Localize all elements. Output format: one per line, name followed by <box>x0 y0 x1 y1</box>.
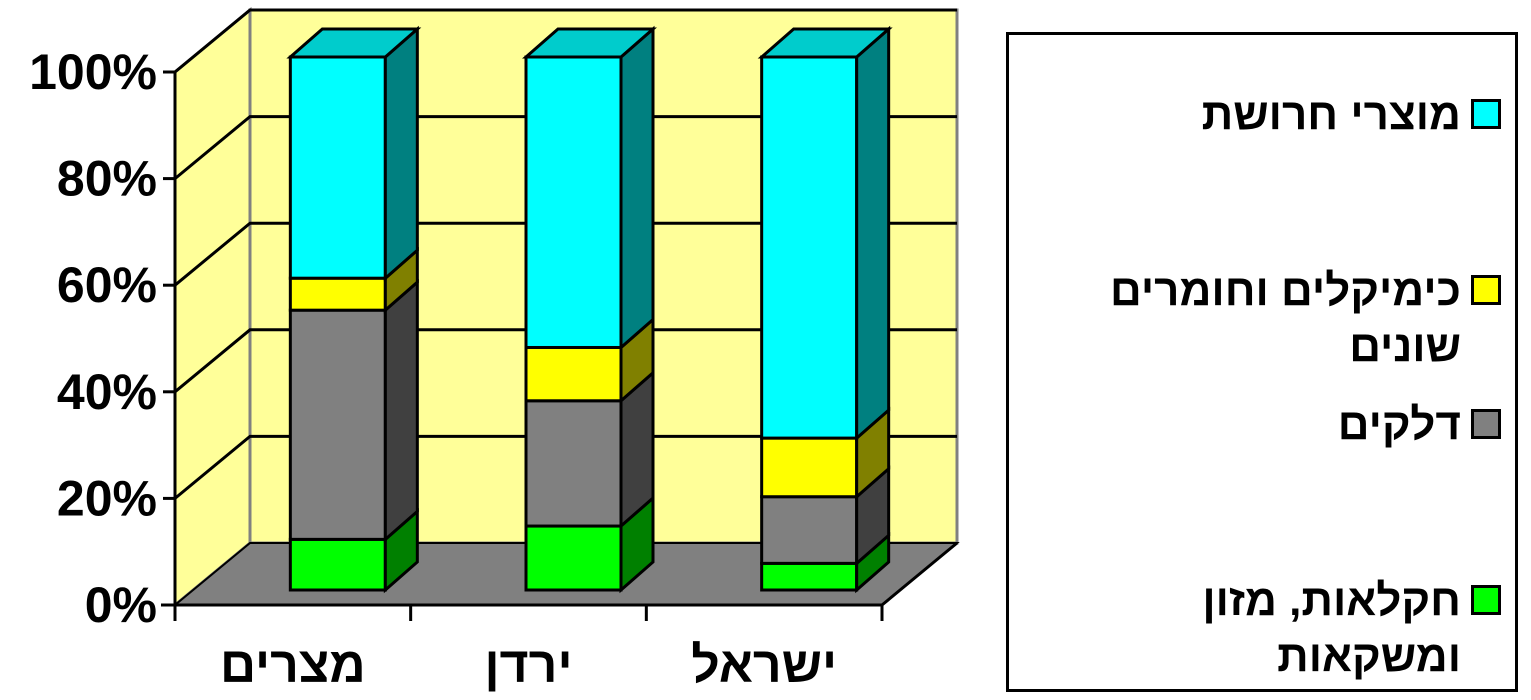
legend-item-agriculture: חקלאות, מזון ומשקאות <box>1041 573 1501 685</box>
category-label: ישראל <box>691 637 837 693</box>
legend-item-chemicals: כימיקלים וחומרים שונים <box>1041 263 1501 375</box>
y-tick-label: 100% <box>29 44 157 100</box>
category-label: ירדן <box>484 637 572 693</box>
bar-segment-side <box>383 25 419 282</box>
bar-segment-front <box>288 537 387 592</box>
bar-segment-front <box>524 399 623 528</box>
bar-segment-front <box>288 55 387 280</box>
gridline <box>174 221 957 287</box>
bar-segment-side <box>619 25 655 351</box>
bar-segment-side <box>383 278 419 543</box>
bar-segment-front <box>760 561 859 592</box>
bar-segment-front <box>288 276 387 312</box>
legend-swatch-agriculture <box>1471 585 1501 615</box>
stacked-bar-chart: מצרים ירדן ישראל 0% 20% 40% 60% 80% 100% <box>29 6 960 693</box>
legend-label-agriculture: חקלאות, מזון ומשקאות <box>1202 576 1461 681</box>
side-wall <box>173 6 252 609</box>
bar-segment-front <box>288 308 387 541</box>
legend-item-manufactured: מוצרי חרושת <box>1041 87 1501 143</box>
gridline <box>174 115 957 180</box>
legend-label-fuels: דלקים <box>1337 400 1461 449</box>
bar-top-face <box>522 27 657 59</box>
gridline <box>174 434 957 500</box>
y-tick-label: 80% <box>57 151 157 207</box>
bar-segment-side <box>855 25 891 442</box>
y-tick-label: 20% <box>57 470 157 526</box>
legend-swatch-manufactured <box>1471 99 1501 129</box>
legend: מוצרי חרושת כימיקלים וחומרים שונים דלקים… <box>1006 32 1518 692</box>
y-tick-label: 60% <box>57 257 157 313</box>
legend-label-manufactured: מוצרי חרושת <box>1201 90 1461 139</box>
floor-edge <box>881 541 958 607</box>
bar-segment-front <box>524 524 623 592</box>
bar-segment-front <box>524 55 623 349</box>
category-label: מצרים <box>220 637 366 693</box>
bar-segment-front <box>760 495 859 565</box>
bar-segment-front <box>524 345 623 403</box>
legend-swatch-fuels <box>1471 409 1501 439</box>
bar-segment-front <box>760 55 859 440</box>
bar-segment-front <box>760 436 859 499</box>
gridline <box>174 8 957 74</box>
legend-item-fuels: דלקים <box>1041 397 1501 453</box>
bar-top-face <box>286 27 422 59</box>
y-tick-label: 40% <box>57 364 157 420</box>
bar-top-face <box>757 27 893 59</box>
y-tick-label: 0% <box>85 577 157 633</box>
legend-label-chemicals: כימיקלים וחומרים שונים <box>1110 266 1461 371</box>
legend-swatch-chemicals <box>1471 275 1501 305</box>
gridline <box>174 328 957 393</box>
